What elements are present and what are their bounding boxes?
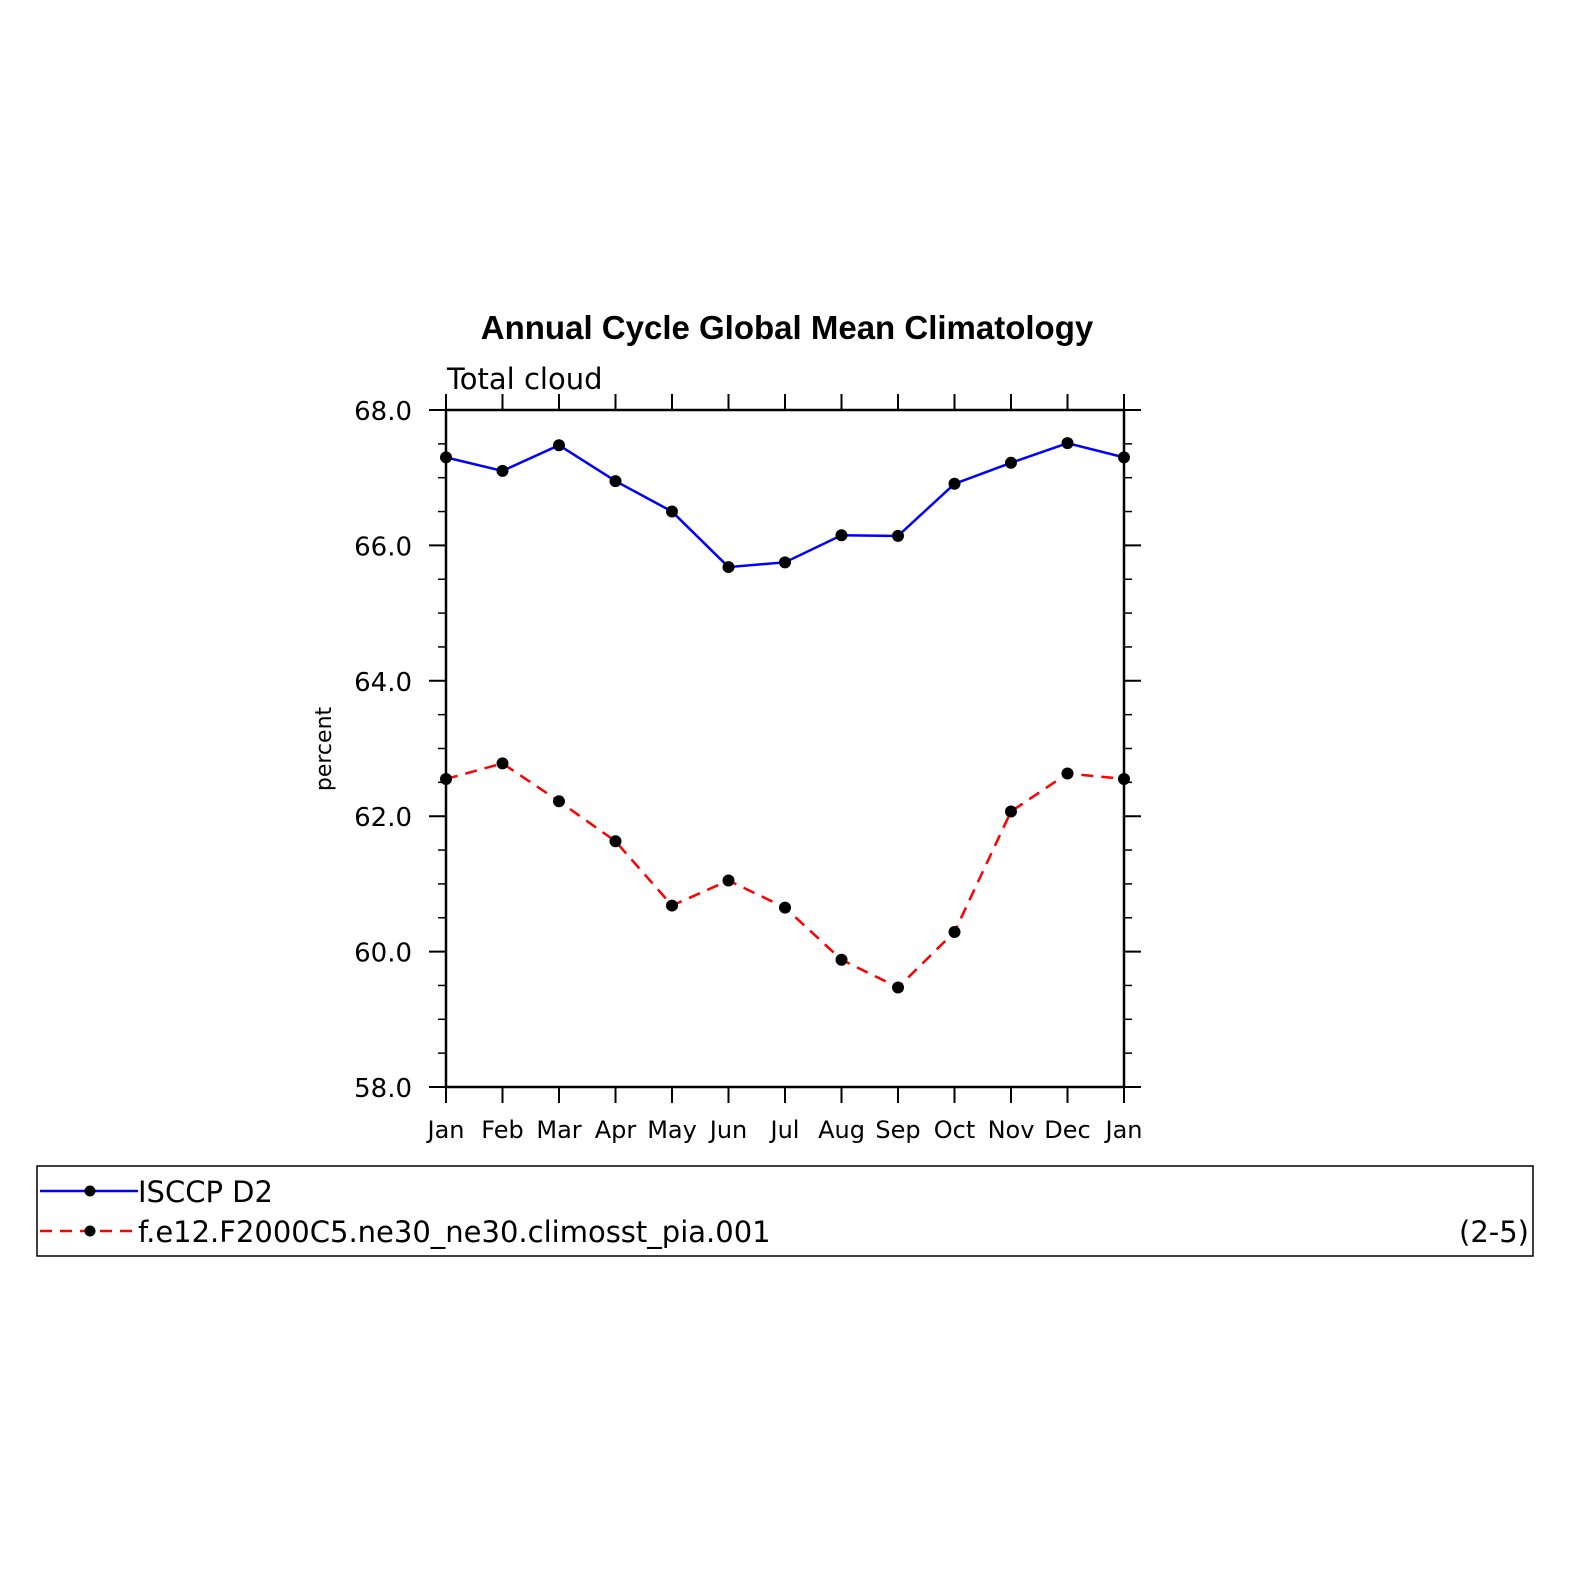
chart-subtitle: Total cloud	[446, 362, 602, 396]
data-point	[553, 439, 565, 452]
legend-label-isccp: ISCCP D2	[138, 1175, 273, 1209]
x-tick-label: Nov	[988, 1116, 1035, 1144]
y-tick-label: 62.0	[354, 803, 412, 833]
legend-marker-isccp	[84, 1185, 96, 1197]
y-tick-label: 64.0	[354, 668, 412, 698]
data-point	[948, 925, 961, 938]
data-point	[609, 475, 622, 488]
data-point	[1061, 437, 1074, 450]
data-point	[835, 953, 848, 966]
legend-box	[36, 1165, 1534, 1257]
chart-title: Annual Cycle Global Mean Climatology	[481, 309, 1094, 346]
data-point	[1005, 456, 1017, 469]
x-tick-label: Apr	[595, 1116, 637, 1144]
data-point	[948, 477, 961, 490]
series-line-1	[445, 762, 1125, 989]
plot-frame	[444, 408, 1126, 1089]
x-tick-label: Jul	[769, 1116, 800, 1144]
data-point	[1118, 451, 1130, 464]
x-tick-label: Aug	[818, 1116, 865, 1144]
x-tick-label: Mar	[536, 1116, 581, 1144]
data-point	[835, 529, 848, 542]
data-point	[609, 835, 622, 848]
x-tick-label: Jan	[426, 1116, 465, 1144]
legend-note: (2-5)	[1459, 1215, 1529, 1249]
data-point	[666, 899, 678, 912]
legend-label-model: f.e12.F2000C5.ne30_ne30.climosst_pia.001	[138, 1215, 771, 1249]
data-point	[1118, 772, 1130, 785]
x-tick-label: Jan	[1104, 1116, 1143, 1144]
y-tick-label: 68.0	[354, 397, 412, 427]
data-point	[779, 901, 791, 914]
legend: ISCCP D2 f.e12.F2000C5.ne30_ne30.climoss…	[36, 1165, 1534, 1257]
data-point	[722, 874, 735, 887]
y-tick-label: 66.0	[354, 532, 412, 562]
x-tick-label: Feb	[481, 1116, 524, 1144]
data-point	[892, 529, 904, 542]
y-tick-label: 58.0	[354, 1074, 412, 1104]
plot-area: Jan Feb Mar Apr May Jun Jul Aug Sep Oct Nov Dec Jan 5…	[354, 394, 1143, 1144]
legend-marker-model	[84, 1225, 96, 1237]
data-point	[1061, 767, 1074, 780]
data-point	[892, 981, 904, 994]
data-point	[440, 772, 452, 785]
data-point	[496, 464, 509, 477]
series-line-0	[445, 441, 1125, 569]
data-point	[1005, 805, 1017, 818]
y-axis-label: percent	[312, 706, 337, 791]
data-point	[722, 561, 735, 574]
x-tick-label: Sep	[875, 1116, 920, 1144]
y-tick-label: 60.0	[354, 939, 412, 969]
data-point	[779, 556, 791, 569]
data-point	[496, 757, 509, 770]
data-point	[553, 795, 565, 808]
x-tick-label: Oct	[934, 1116, 976, 1144]
data-point	[440, 451, 452, 464]
x-tick-label: May	[647, 1116, 697, 1144]
data-point	[666, 505, 678, 518]
x-tick-label: Dec	[1044, 1116, 1090, 1144]
x-tick-label: Jun	[708, 1116, 748, 1144]
